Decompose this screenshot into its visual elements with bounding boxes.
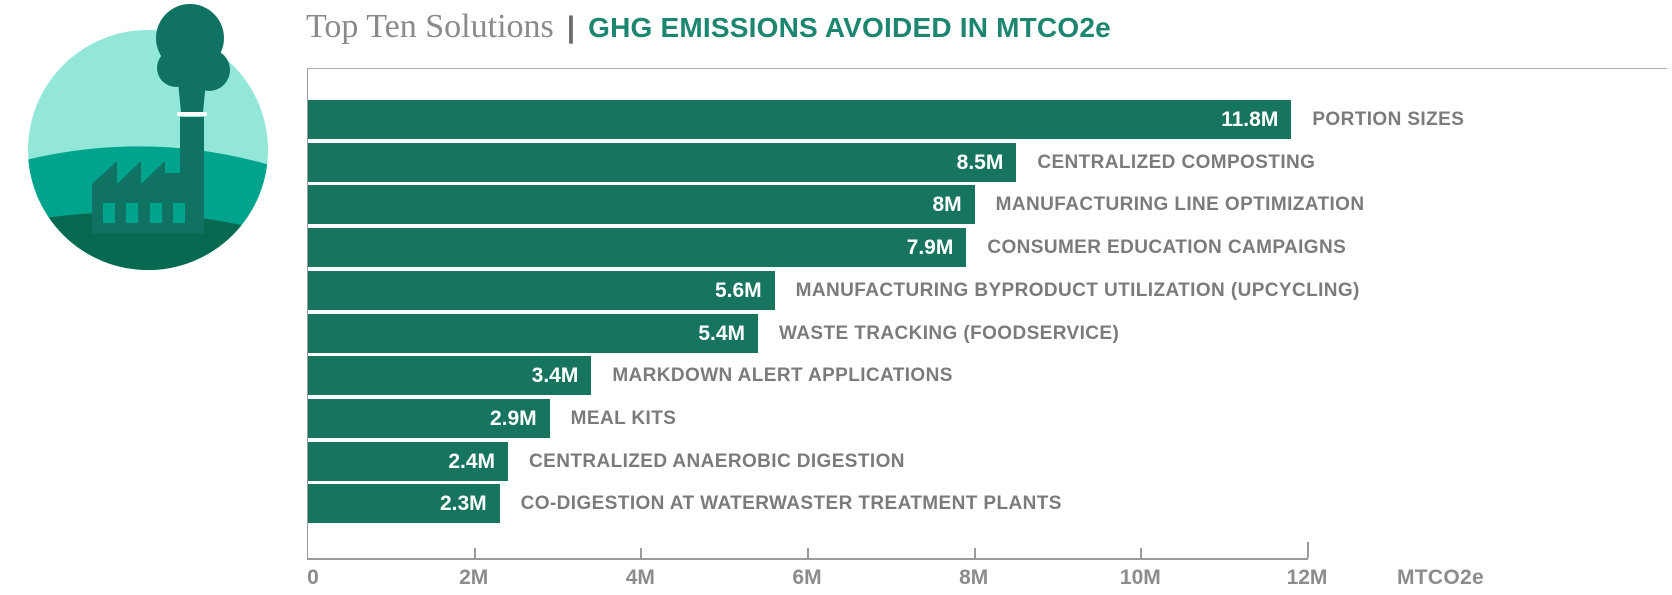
title-prefix: Top Ten Solutions	[306, 8, 554, 45]
x-axis-tick-label: 8M	[959, 566, 989, 589]
x-axis-tick-label: 12M	[1286, 566, 1328, 589]
bar: 11.8M	[308, 100, 1292, 139]
bar-category-label: MARKDOWN ALERT APPLICATIONS	[612, 365, 953, 387]
bar-value-label: 2.3M	[439, 492, 487, 516]
bar-category-label: CENTRALIZED ANAEROBIC DIGESTION	[529, 450, 905, 472]
bar-row: 8.5M CENTRALIZED COMPOSTING	[308, 142, 1667, 182]
factory-emissions-icon-svg	[28, 4, 268, 270]
bar: 2.4M	[308, 441, 508, 481]
bar-category-label: PORTION SIZES	[1312, 109, 1465, 130]
x-axis-tick	[1307, 542, 1309, 558]
plot-area: 11.8M PORTION SIZES 8.5M CENTRALIZED COMPOS…	[307, 68, 1667, 560]
bar-row: 2.3M CO-DIGESTION AT WATERWASTER TREATMEN…	[308, 484, 1667, 524]
bar-row: 2.4M CENTRALIZED ANAEROBIC DIGESTION	[308, 441, 1667, 481]
bar: 3.4M	[308, 356, 592, 396]
x-axis-tick	[973, 548, 976, 558]
x-axis-labels: MTCO2e 0 2M 4M 6M 8M 10M 12M	[307, 566, 1666, 595]
bar-value-label: 3.4M	[531, 364, 579, 388]
bar-category-label: MANUFACTURING BYPRODUCT UTILIZATION (UPC…	[795, 279, 1360, 301]
x-axis-tick-label: 10M	[1119, 566, 1161, 589]
bar-category-label: MEAL KITS	[570, 407, 677, 429]
bar-category-label: MANUFACTURING LINE OPTIMIZATION	[995, 194, 1365, 216]
bar-row: 11.8M PORTION SIZES	[308, 100, 1667, 139]
bar: 8.5M	[308, 142, 1017, 182]
bar-row: 5.6M MANUFACTURING BYPRODUCT UTILIZATION …	[308, 270, 1667, 310]
bar-category-label: CONSUMER EDUCATION CAMPAIGNS	[987, 237, 1347, 259]
x-axis-tick-label: 2M	[459, 566, 489, 589]
title-main: GHG EMISSIONS AVOIDED IN MTCO2e	[588, 12, 1111, 43]
bar-row: 5.4M WASTE TRACKING (FOODSERVICE)	[308, 313, 1667, 353]
factory-emissions-icon	[20, 0, 276, 290]
bar-value-label: 2.4M	[448, 449, 495, 473]
bar-value-label: 8.5M	[956, 150, 1004, 174]
title-separator: |	[566, 11, 576, 44]
bar-category-label: CO-DIGESTION AT WATERWASTER TREATMENT PL…	[520, 493, 1062, 515]
x-axis-unit-label: MTCO2e	[1397, 566, 1484, 589]
x-axis-line	[308, 558, 1308, 560]
chart-title: Top Ten Solutions | GHG EMISSIONS AVOIDE…	[306, 8, 1111, 46]
bar-value-label: 5.6M	[714, 278, 762, 302]
bar-row: 8M MANUFACTURING LINE OPTIMIZATION	[308, 185, 1667, 225]
x-axis-tick	[640, 548, 643, 558]
x-axis-tick	[473, 548, 476, 558]
bar: 2.3M	[308, 484, 500, 524]
bar-value-label: 11.8M	[1221, 108, 1279, 131]
bar: 5.4M	[308, 313, 758, 353]
bar-row: 3.4M MARKDOWN ALERT APPLICATIONS	[308, 356, 1667, 396]
bar-category-label: WASTE TRACKING (FOODSERVICE)	[779, 322, 1120, 344]
bar-value-label: 8M	[932, 193, 962, 217]
bar-row: 2.9M MEAL KITS	[308, 398, 1667, 438]
bar: 7.9M	[308, 228, 967, 268]
x-axis-tick-label: 0	[307, 566, 319, 589]
bar-value-label: 2.9M	[489, 406, 537, 430]
bar-row: 7.9M CONSUMER EDUCATION CAMPAIGNS	[308, 228, 1667, 268]
bar-value-label: 7.9M	[906, 236, 954, 260]
bar: 5.6M	[308, 270, 775, 310]
bar: 8M	[308, 185, 975, 225]
bar-category-label: CENTRALIZED COMPOSTING	[1037, 151, 1316, 173]
x-axis-tick-label: 6M	[792, 566, 822, 589]
bar-value-label: 5.4M	[698, 321, 745, 345]
bar: 2.9M	[308, 398, 550, 438]
x-axis-tick	[1140, 548, 1143, 558]
x-axis-tick-label: 4M	[625, 566, 655, 589]
x-axis-tick	[807, 548, 809, 558]
